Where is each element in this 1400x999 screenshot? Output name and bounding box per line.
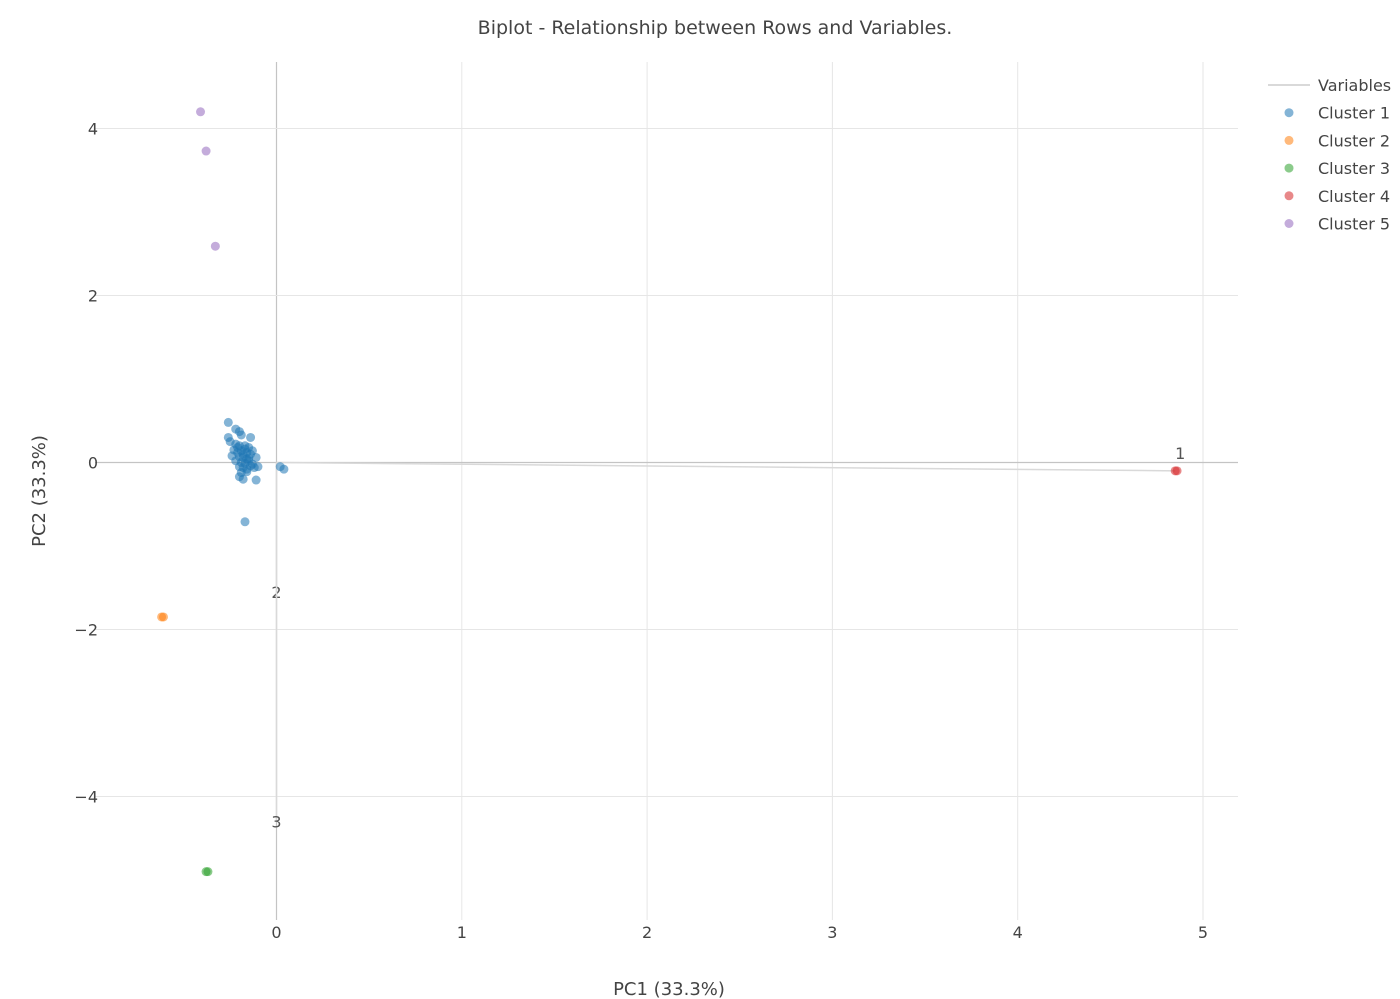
x-tick-label: 4: [1013, 923, 1023, 942]
data-point[interactable]: [240, 517, 250, 527]
legend-item-variables[interactable]: Variables: [1268, 76, 1391, 95]
x-tick-label: 0: [271, 923, 281, 942]
legend-label: Cluster 2: [1318, 131, 1390, 150]
data-point[interactable]: [238, 474, 248, 484]
variable-vector-label: 1: [1175, 444, 1185, 463]
data-point[interactable]: [247, 446, 257, 456]
legend-label: Cluster 3: [1318, 159, 1390, 178]
chart-title: Biplot - Relationship between Rows and V…: [478, 17, 953, 39]
data-point[interactable]: [236, 430, 246, 440]
data-point[interactable]: [196, 107, 206, 117]
x-tick-label: 3: [827, 923, 837, 942]
legend-marker-swatch: [1284, 108, 1294, 118]
series-cluster-2: [157, 612, 168, 622]
data-point[interactable]: [1172, 466, 1182, 476]
data-point[interactable]: [251, 475, 261, 485]
data-point[interactable]: [251, 452, 261, 462]
x-axis-title: PC1 (33.3%): [613, 979, 725, 999]
series-cluster-3: [201, 867, 213, 877]
variable-vector-label: 3: [271, 813, 281, 832]
data-point[interactable]: [233, 442, 243, 452]
legend-marker-swatch: [1284, 191, 1294, 201]
legend-marker-swatch: [1284, 163, 1294, 173]
data-point[interactable]: [201, 146, 211, 156]
data-point[interactable]: [157, 612, 167, 622]
legend-label: Cluster 1: [1318, 104, 1390, 123]
data-point[interactable]: [210, 241, 220, 251]
series-cluster-5: [196, 107, 220, 251]
legend-label: Variables: [1318, 76, 1391, 95]
series-cluster-4: [1170, 466, 1182, 476]
legend-marker-swatch: [1284, 219, 1294, 228]
y-tick-label: −2: [74, 621, 98, 640]
series-cluster-1: [223, 417, 289, 527]
data-point[interactable]: [246, 432, 256, 442]
y-tick-label: 0: [88, 454, 98, 473]
y-tick-label: 2: [88, 287, 98, 306]
y-axis-title: PC2 (33.3%): [29, 435, 50, 547]
x-tick-label: 5: [1198, 923, 1208, 942]
legend[interactable]: Variables Cluster 1 Cluster 2 Cluster 3 Clus…: [1268, 76, 1391, 234]
legend-item-cluster-4[interactable]: Cluster 4: [1284, 187, 1391, 206]
variable-vectors: 123: [271, 444, 1185, 832]
grid-layer: [95, 62, 1238, 920]
legend-item-cluster-1[interactable]: Cluster 1: [1284, 104, 1391, 123]
legend-label: Cluster 4: [1318, 187, 1390, 206]
data-point[interactable]: [201, 867, 211, 877]
x-tick-label: 2: [642, 923, 652, 942]
data-point[interactable]: [223, 417, 233, 427]
data-point[interactable]: [246, 461, 256, 471]
y-tick-label: 4: [88, 120, 98, 139]
x-tick-label: 1: [457, 923, 467, 942]
data-point[interactable]: [279, 464, 289, 474]
points-layer: [157, 107, 1182, 877]
variable-vector-line: [276, 461, 1176, 472]
y-tick-label: −4: [74, 788, 98, 807]
data-point[interactable]: [242, 454, 252, 464]
legend-item-cluster-2[interactable]: Cluster 2: [1284, 131, 1391, 150]
legend-label: Cluster 5: [1318, 215, 1390, 234]
legend-item-cluster-3[interactable]: Cluster 3: [1284, 159, 1391, 178]
legend-marker-swatch: [1284, 135, 1294, 145]
legend-item-cluster-5[interactable]: Cluster 5: [1284, 215, 1391, 234]
